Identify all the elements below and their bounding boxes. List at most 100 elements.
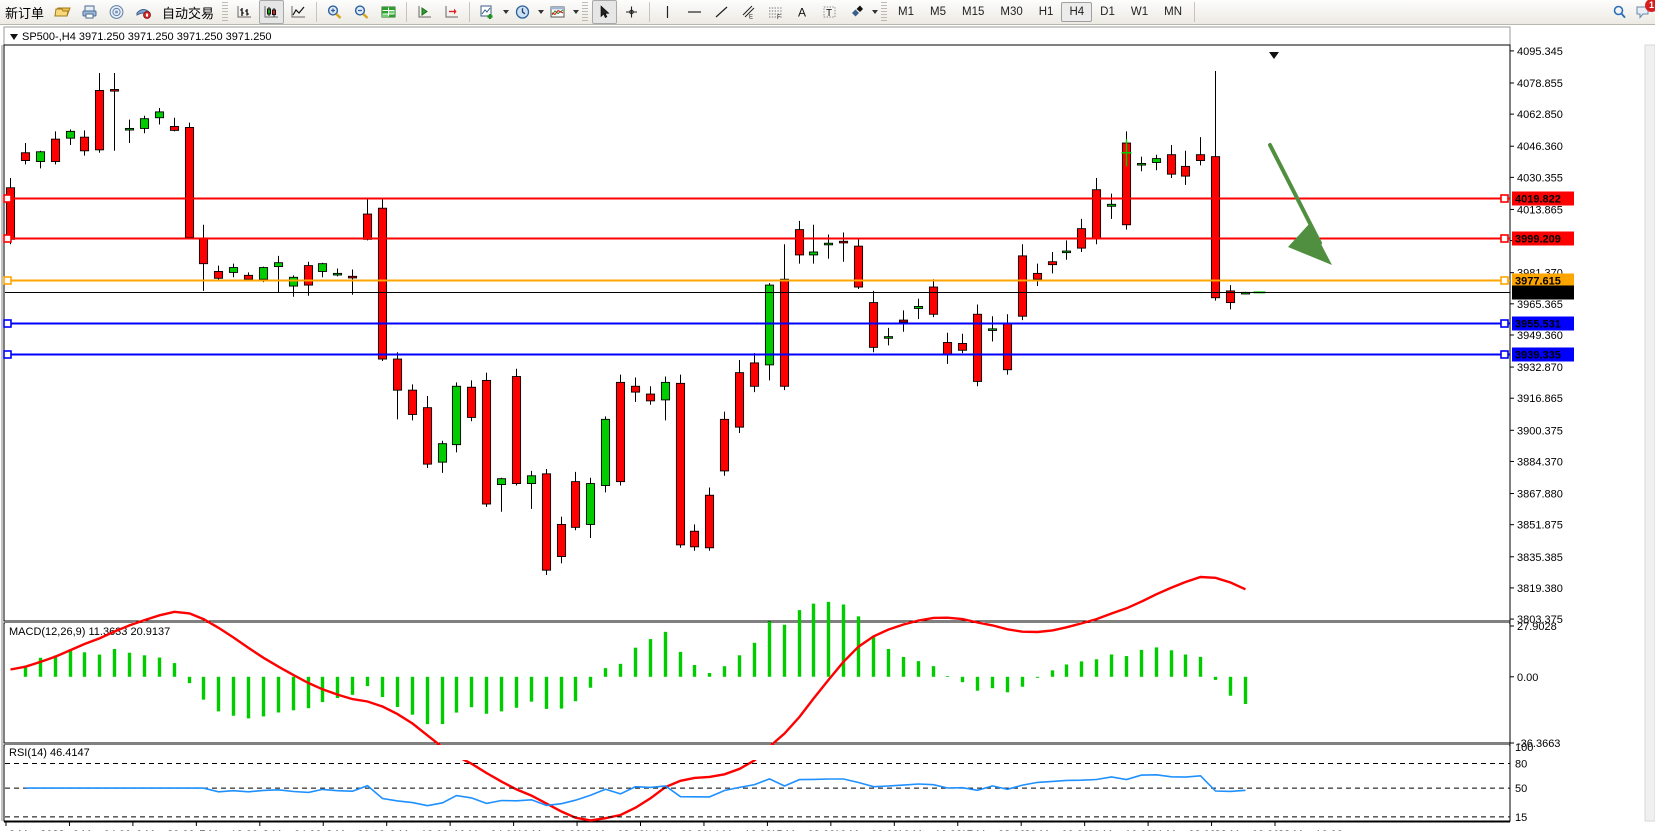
- hline-icon[interactable]: [682, 0, 707, 24]
- candle-body: [273, 262, 284, 268]
- candle-body: [1047, 261, 1058, 266]
- time-axis-label: 3 Mar 2023: [9, 829, 65, 831]
- toolbar-grip-3[interactable]: [881, 2, 888, 22]
- candle-body: [957, 343, 968, 351]
- shift-start-icon[interactable]: [412, 0, 437, 24]
- shapes-dropdown-caret[interactable]: [872, 10, 879, 14]
- rsi-title-bg: [5, 745, 1509, 760]
- vline-icon[interactable]: [655, 0, 680, 24]
- timeframe-mn[interactable]: MN: [1164, 6, 1182, 18]
- templates-icon[interactable]: [545, 0, 570, 24]
- timeframe-w1[interactable]: W1: [1130, 6, 1149, 18]
- time-axis-label: 16 Mar 16:00: [897, 829, 962, 831]
- time-axis-label: 22 Mar 16:00: [1278, 829, 1343, 831]
- fibonacci-icon[interactable]: F: [763, 0, 788, 24]
- timeframe-m5[interactable]: M5: [930, 6, 946, 18]
- vertical-scrollbar[interactable]: [1644, 44, 1655, 822]
- candle-body: [511, 376, 522, 485]
- folder-icon[interactable]: [50, 0, 75, 24]
- price-axis-label: 4013.865: [1517, 204, 1563, 216]
- expert-advisor-icon[interactable]: [131, 0, 156, 24]
- text-icon[interactable]: A: [790, 0, 815, 24]
- level-handle-right[interactable]: [1500, 234, 1509, 243]
- price-tag-bid-price[interactable]: [1512, 285, 1574, 300]
- down-arrow-annotation[interactable]: [1268, 143, 1332, 265]
- price-tag-resistance-2[interactable]: [1512, 191, 1574, 206]
- level-handle-right[interactable]: [1500, 319, 1509, 328]
- candle-body: [600, 418, 611, 486]
- period-dropdown-caret[interactable]: [538, 10, 545, 14]
- equidistant-channel-icon[interactable]: E: [736, 0, 761, 24]
- candle-body: [987, 328, 998, 331]
- period-icon[interactable]: [510, 0, 535, 24]
- price-tag-label-pivot: 3977.615: [1515, 276, 1561, 288]
- time-axis-label: 8 Mar 04:00: [263, 829, 322, 831]
- candle-body: [823, 242, 834, 246]
- level-handle-left[interactable]: [3, 276, 12, 285]
- candle-body: [228, 267, 239, 273]
- network-icon[interactable]: [104, 0, 129, 24]
- candle-body: [645, 393, 656, 402]
- toolbar-grip-1[interactable]: [222, 2, 229, 22]
- level-handle-right[interactable]: [1500, 276, 1509, 285]
- chart-svg[interactable]: SP500-,H4 3971.250 3971.250 3971.250 397…: [0, 25, 1655, 831]
- timeframe-m30[interactable]: M30: [1000, 6, 1023, 18]
- bar-chart-icon[interactable]: [232, 0, 257, 24]
- chart-container[interactable]: SP500-,H4 3971.250 3971.250 3971.250 397…: [0, 25, 1655, 831]
- candle-body: [466, 386, 477, 418]
- candlestick-chart-icon[interactable]: [259, 0, 285, 24]
- price-tag-pivot[interactable]: [1512, 273, 1574, 288]
- templates-dropdown-caret[interactable]: [573, 10, 580, 14]
- level-handle-right[interactable]: [1500, 350, 1509, 359]
- zoom-out-icon[interactable]: [349, 0, 374, 24]
- candle-body: [347, 275, 358, 279]
- notification-icon[interactable]: 1: [1633, 0, 1655, 23]
- level-handle-left[interactable]: [3, 194, 12, 203]
- crosshair-icon[interactable]: [619, 0, 644, 24]
- auto-trading-button[interactable]: 自动交易: [157, 1, 219, 24]
- data-window-icon[interactable]: [376, 0, 401, 24]
- chart-top-marker: [1269, 52, 1279, 59]
- timeframe-h1[interactable]: H1: [1038, 6, 1054, 18]
- timeframe-m15[interactable]: M15: [962, 6, 985, 18]
- level-handle-left[interactable]: [3, 234, 12, 243]
- candle-body: [1032, 272, 1043, 280]
- price-axis-label: 3900.375: [1517, 425, 1563, 437]
- candle-body: [154, 111, 165, 119]
- price-tag-resistance-1[interactable]: [1512, 231, 1574, 246]
- indicators-dropdown-caret[interactable]: [503, 10, 510, 14]
- search-icon[interactable]: [1607, 0, 1632, 24]
- candle-body: [808, 251, 819, 256]
- new-order-button[interactable]: 新订单: [0, 1, 49, 24]
- price-axis-label: 4030.355: [1517, 172, 1563, 184]
- price-tag-label-bid-price: 3971.250: [1515, 288, 1561, 300]
- printer-icon[interactable]: [77, 0, 102, 24]
- time-axis-label: 16 Mar 00:00: [834, 829, 899, 831]
- toolbar-grip-2[interactable]: [582, 2, 589, 22]
- svg-text:F: F: [777, 15, 781, 20]
- level-handle-left[interactable]: [3, 319, 12, 328]
- shapes-icon[interactable]: [844, 0, 869, 24]
- candle-body: [20, 152, 31, 161]
- zoom-in-icon[interactable]: [322, 0, 347, 24]
- timeframe-h4[interactable]: H4: [1061, 2, 1093, 22]
- line-chart-icon[interactable]: [286, 0, 311, 24]
- shift-end-icon[interactable]: [439, 0, 464, 24]
- label-icon[interactable]: T: [817, 0, 842, 24]
- indicators-icon[interactable]: [475, 0, 500, 24]
- symbol-dropdown-icon[interactable]: [10, 34, 18, 40]
- timeframe-d1[interactable]: D1: [1100, 6, 1115, 18]
- candle-body: [392, 358, 403, 391]
- timeframe-m1[interactable]: M1: [898, 6, 915, 18]
- level-handle-left[interactable]: [3, 350, 12, 359]
- price-tag-support-1[interactable]: [1512, 316, 1574, 331]
- trendline-icon[interactable]: [709, 0, 734, 24]
- price-tag-support-2[interactable]: [1512, 347, 1574, 362]
- macd-axis-label: 0.00: [1517, 672, 1538, 684]
- rsi-title: RSI(14) 46.4147: [9, 747, 90, 759]
- candle-body: [585, 483, 596, 525]
- cursor-icon[interactable]: [592, 0, 618, 24]
- candle-body: [1151, 158, 1162, 163]
- level-handle-right[interactable]: [1500, 194, 1509, 203]
- rsi-axis-label: 100: [1515, 742, 1533, 754]
